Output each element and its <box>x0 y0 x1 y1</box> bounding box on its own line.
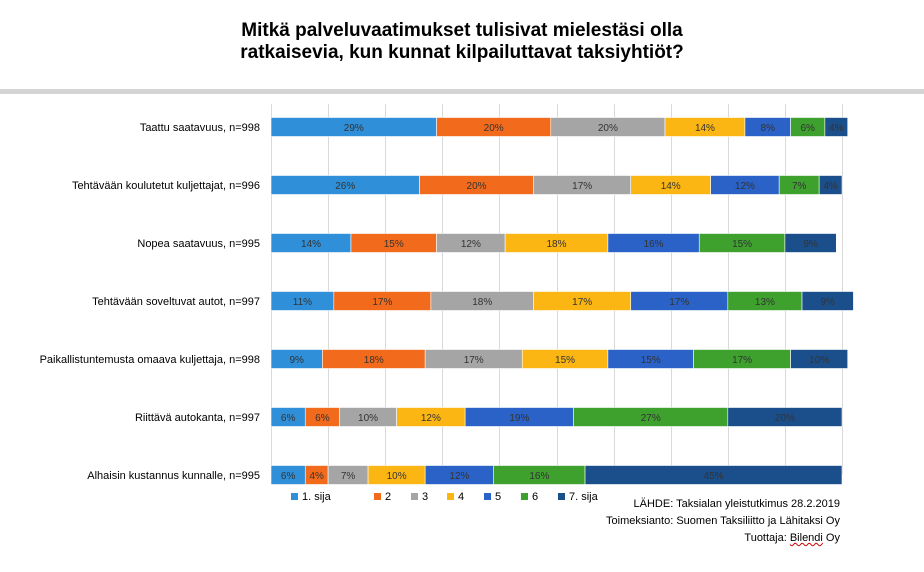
category-label: Riittävä autokanta, n=997 <box>135 412 260 424</box>
data-label: 15% <box>641 355 661 366</box>
chart-title-line-1: Mitkä palveluvaatimukset tulisivat miele… <box>241 20 683 41</box>
data-label: 14% <box>695 123 715 134</box>
legend-swatch <box>411 493 418 500</box>
legend-label: 2 <box>385 491 391 503</box>
bar-segment <box>818 175 843 195</box>
legend-swatch <box>558 493 565 500</box>
data-label: 20% <box>467 181 487 192</box>
category-label: Tehtävään soveltuvat autot, n=997 <box>92 296 260 308</box>
data-label: 4% <box>829 123 844 134</box>
data-label: 4% <box>823 181 838 192</box>
legend-swatch <box>521 493 528 500</box>
category-label: Alhaisin kustannus kunnalle, n=995 <box>87 470 260 482</box>
data-label: 10% <box>809 355 829 366</box>
bar-segment <box>801 291 854 311</box>
data-label: 13% <box>755 297 775 308</box>
data-label: 18% <box>364 355 384 366</box>
category-label: Taattu saatavuus, n=998 <box>140 122 260 134</box>
chart-title: Mitkä palveluvaatimukset tulisivat miele… <box>0 20 924 64</box>
data-label: 17% <box>669 297 689 308</box>
category-label: Paikallistuntemusta omaava kuljettaja, n… <box>40 354 260 366</box>
data-label: 17% <box>732 355 752 366</box>
data-label: 7% <box>341 471 356 482</box>
data-label: 27% <box>641 413 661 424</box>
data-label: 10% <box>358 413 378 424</box>
bar-segment <box>790 349 849 369</box>
legend-label: 5 <box>495 491 501 503</box>
data-label: 11% <box>293 297 312 308</box>
producer-name: Bilendi <box>789 532 823 544</box>
data-label: 10% <box>387 471 407 482</box>
data-label: 12% <box>421 413 441 424</box>
legend-swatch <box>291 493 298 500</box>
data-label: 14% <box>301 239 321 250</box>
data-label: 18% <box>546 239 566 250</box>
commissioner-line: Toimeksianto: Suomen Taksiliitto ja Lähi… <box>606 515 840 527</box>
data-label: 14% <box>661 181 681 192</box>
title-divider <box>0 89 924 94</box>
data-label: 6% <box>281 471 296 482</box>
category-label: Tehtävään koulutetut kuljettajat, n=996 <box>72 180 260 192</box>
data-label: 15% <box>384 239 404 250</box>
producer-prefix: Tuottaja: <box>744 532 790 544</box>
legend-label: 6 <box>532 491 538 503</box>
data-label: 20% <box>775 413 795 424</box>
data-label: 4% <box>309 471 324 482</box>
legend-label: 4 <box>458 491 464 503</box>
bar-segment <box>784 233 837 253</box>
source-line: LÄHDE: Taksialan yleistutkimus 28.2.2019 <box>633 498 840 510</box>
data-label: 15% <box>555 355 575 366</box>
data-label: 17% <box>372 297 392 308</box>
bar-segment <box>824 117 849 137</box>
bar-segment <box>584 465 843 485</box>
category-label: Nopea saatavuus, n=995 <box>137 238 260 250</box>
data-label: 18% <box>472 297 492 308</box>
legend-label: 1. sija <box>302 491 332 503</box>
producer-line: Tuottaja: Bilendi Oy <box>744 532 840 544</box>
data-label: 29% <box>344 123 364 134</box>
data-label: 6% <box>801 123 816 134</box>
data-label: 7% <box>792 181 807 192</box>
data-label: 20% <box>598 123 618 134</box>
data-label: 15% <box>732 239 752 250</box>
bar-segment <box>727 407 843 427</box>
legend-swatch <box>374 493 381 500</box>
data-label: 26% <box>335 181 355 192</box>
data-label: 20% <box>484 123 504 134</box>
data-label: 16% <box>529 471 549 482</box>
legend-swatch <box>484 493 491 500</box>
producer-suffix: Oy <box>822 532 840 544</box>
legend-swatch <box>447 493 454 500</box>
data-label: 16% <box>644 239 664 250</box>
data-label: 12% <box>449 471 469 482</box>
legend-label: 3 <box>422 491 428 503</box>
legend-label: 7. sija <box>569 491 599 503</box>
data-label: 6% <box>315 413 330 424</box>
chart-title-line-2: ratkaisevia, kun kunnat kilpailuttavat t… <box>240 42 684 63</box>
data-label: 12% <box>461 239 481 250</box>
data-label: 45% <box>704 471 724 482</box>
data-label: 12% <box>735 181 755 192</box>
data-label: 9% <box>803 239 818 250</box>
data-label: 8% <box>761 123 776 134</box>
data-label: 9% <box>820 297 835 308</box>
data-label: 9% <box>289 355 304 366</box>
data-label: 6% <box>281 413 296 424</box>
data-label: 17% <box>464 355 484 366</box>
data-label: 17% <box>572 181 592 192</box>
data-label: 17% <box>572 297 592 308</box>
data-label: 19% <box>509 413 529 424</box>
